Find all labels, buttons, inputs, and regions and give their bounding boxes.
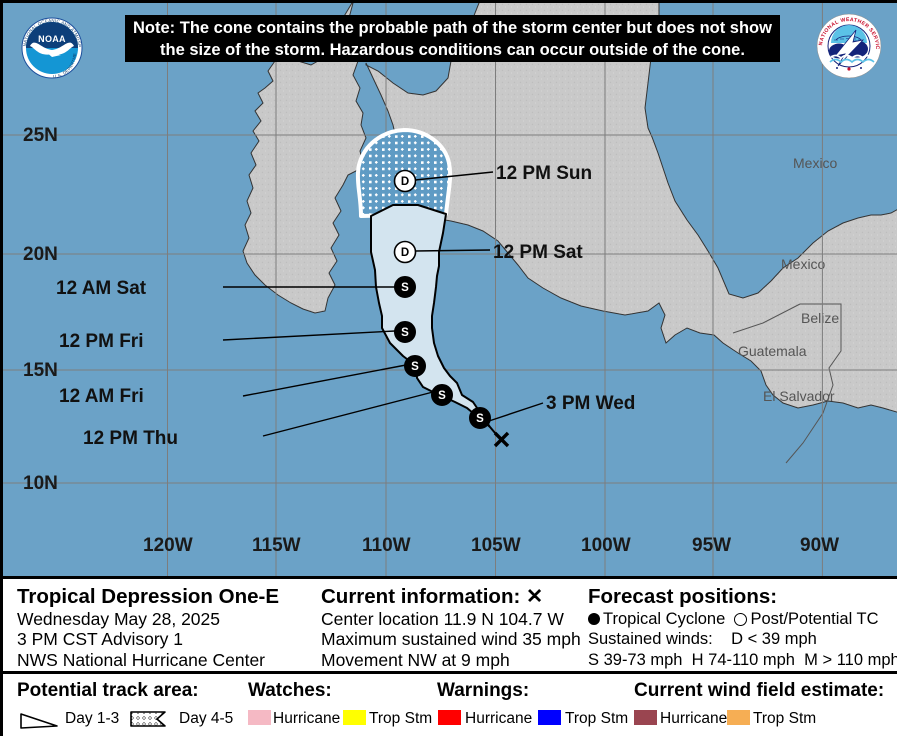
- svg-text:12 PM Sun: 12 PM Sun: [496, 163, 592, 184]
- svg-text:115W: 115W: [252, 535, 301, 556]
- svg-text:15N: 15N: [23, 360, 58, 381]
- svg-text:S: S: [401, 327, 409, 339]
- svg-text:90W: 90W: [800, 535, 839, 556]
- svg-text:12 PM Thu: 12 PM Thu: [83, 428, 178, 449]
- svg-text:110W: 110W: [362, 535, 411, 556]
- svg-text:12 PM Fri: 12 PM Fri: [59, 331, 143, 352]
- svg-text:S: S: [411, 361, 419, 373]
- svg-text:3 PM Wed: 3 PM Wed: [546, 393, 635, 414]
- svg-text:25N: 25N: [23, 125, 58, 146]
- svg-text:12 AM Sat: 12 AM Sat: [56, 278, 147, 299]
- svg-text:D: D: [401, 176, 409, 188]
- svg-text:NOAA: NOAA: [38, 34, 66, 44]
- svg-text:10N: 10N: [23, 473, 58, 494]
- svg-text:Mexico: Mexico: [793, 155, 838, 171]
- svg-text:20N: 20N: [23, 244, 58, 265]
- svg-text:100W: 100W: [581, 535, 631, 556]
- svg-text:El Salvador: El Salvador: [763, 388, 835, 404]
- svg-text:S: S: [438, 390, 446, 402]
- svg-text:Mexico: Mexico: [781, 256, 826, 272]
- svg-text:95W: 95W: [692, 535, 731, 556]
- svg-text:120W: 120W: [143, 535, 193, 556]
- svg-text:12 AM Fri: 12 AM Fri: [59, 386, 144, 407]
- svg-text:105W: 105W: [471, 535, 521, 556]
- svg-text:Belize: Belize: [801, 310, 839, 326]
- svg-text:D: D: [401, 247, 409, 259]
- svg-text:S: S: [401, 282, 409, 294]
- svg-text:S: S: [476, 413, 484, 425]
- svg-text:12 PM Sat: 12 PM Sat: [493, 242, 583, 263]
- svg-text:Guatemala: Guatemala: [738, 343, 807, 359]
